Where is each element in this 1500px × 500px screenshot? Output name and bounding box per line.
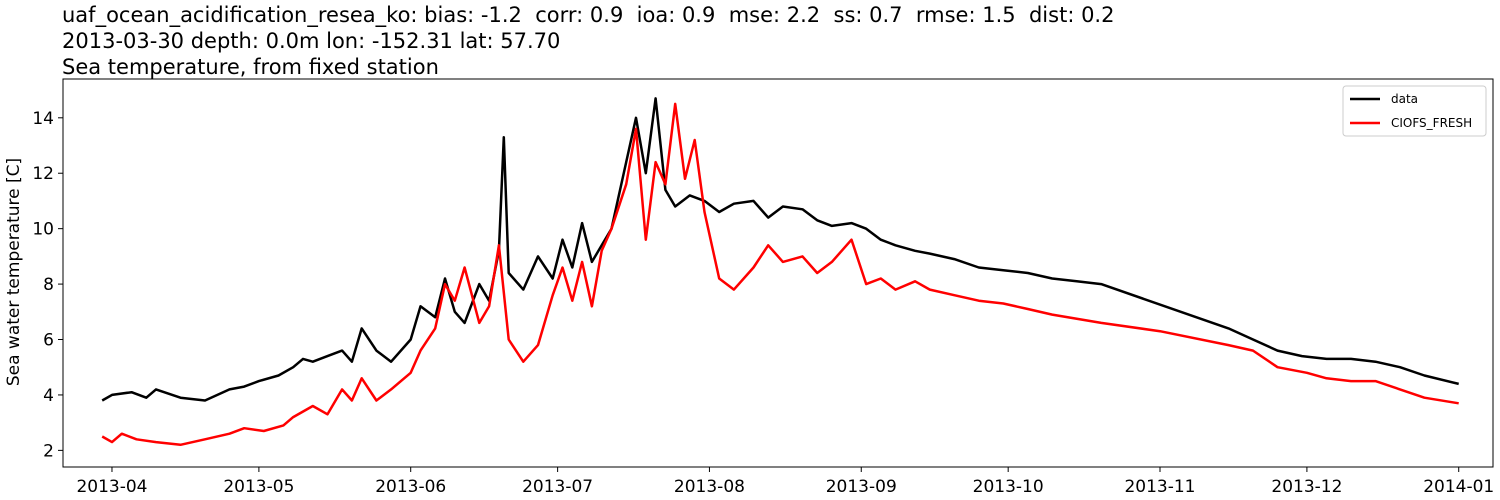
y-tick-label: 6 [43,331,54,351]
x-tick-label: 2013-11 [1124,477,1195,497]
y-tick-label: 14 [32,109,54,129]
x-tick-label: 2013-09 [826,477,897,497]
y-axis-label: Sea water temperature [C] [4,158,24,386]
legend-label: data [1391,92,1418,106]
legend: data CIOFS_FRESH [1342,85,1487,137]
plot-frame [62,78,1494,468]
y-tick-label: 2 [43,441,54,461]
legend-label: CIOFS_FRESH [1391,116,1472,130]
chart-title-line-3: Sea temperature, from fixed station [62,55,439,79]
y-tick-label: 10 [32,220,54,240]
x-tick-label: 2013-12 [1271,477,1342,497]
x-tick-label: 2013-10 [973,477,1044,497]
chart-title-line-1: uaf_ocean_acidification_resea_ko: bias: … [62,3,1115,27]
x-tick-label: 2014-01 [1423,477,1494,497]
x-axis: 2013-04 2013-05 2013-06 2013-07 2013-08 2013-… [76,467,1494,497]
x-tick-label: 2013-08 [674,477,745,497]
y-axis: 2 4 6 8 10 12 14 [32,109,63,461]
plot-area [101,97,1459,447]
y-tick-label: 4 [43,386,54,406]
x-tick-label: 2013-04 [76,477,147,497]
y-tick-label: 8 [43,275,54,295]
x-tick-label: 2013-05 [223,477,294,497]
x-tick-label: 2013-06 [375,477,446,497]
chart-title-line-2: 2013-03-30 depth: 0.0m lon: -152.31 lat:… [62,29,561,53]
series-line-ciofs-fresh [101,102,1459,447]
y-tick-label: 12 [32,164,54,184]
series-line-data [101,97,1459,402]
x-tick-label: 2013-07 [522,477,593,497]
